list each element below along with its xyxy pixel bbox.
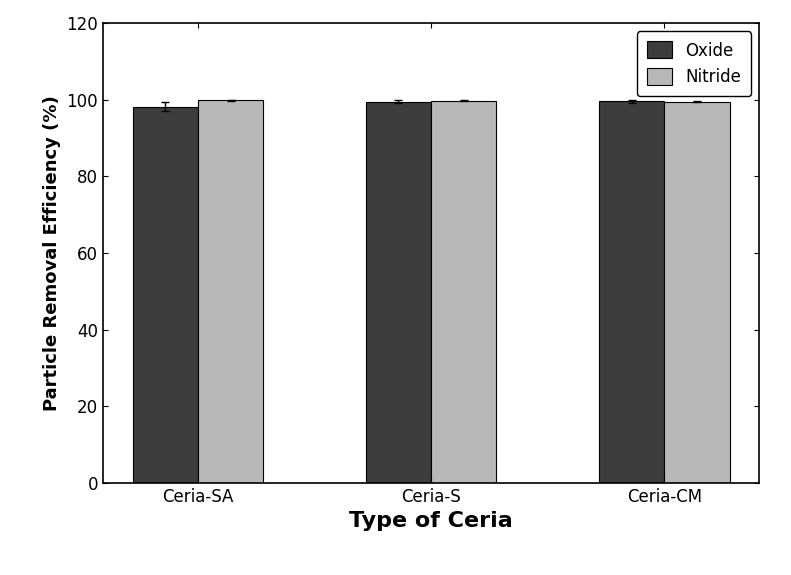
Bar	[365, 102, 431, 483]
Y-axis label: Particle Removal Efficiency (%): Particle Removal Efficiency (%)	[43, 95, 61, 411]
Bar	[133, 106, 198, 483]
Bar	[431, 101, 497, 483]
Bar	[599, 101, 664, 483]
X-axis label: Type of Ceria: Type of Ceria	[349, 511, 513, 531]
Legend: Oxide, Nitride: Oxide, Nitride	[637, 31, 751, 96]
Bar	[664, 102, 729, 483]
Bar	[198, 101, 263, 483]
